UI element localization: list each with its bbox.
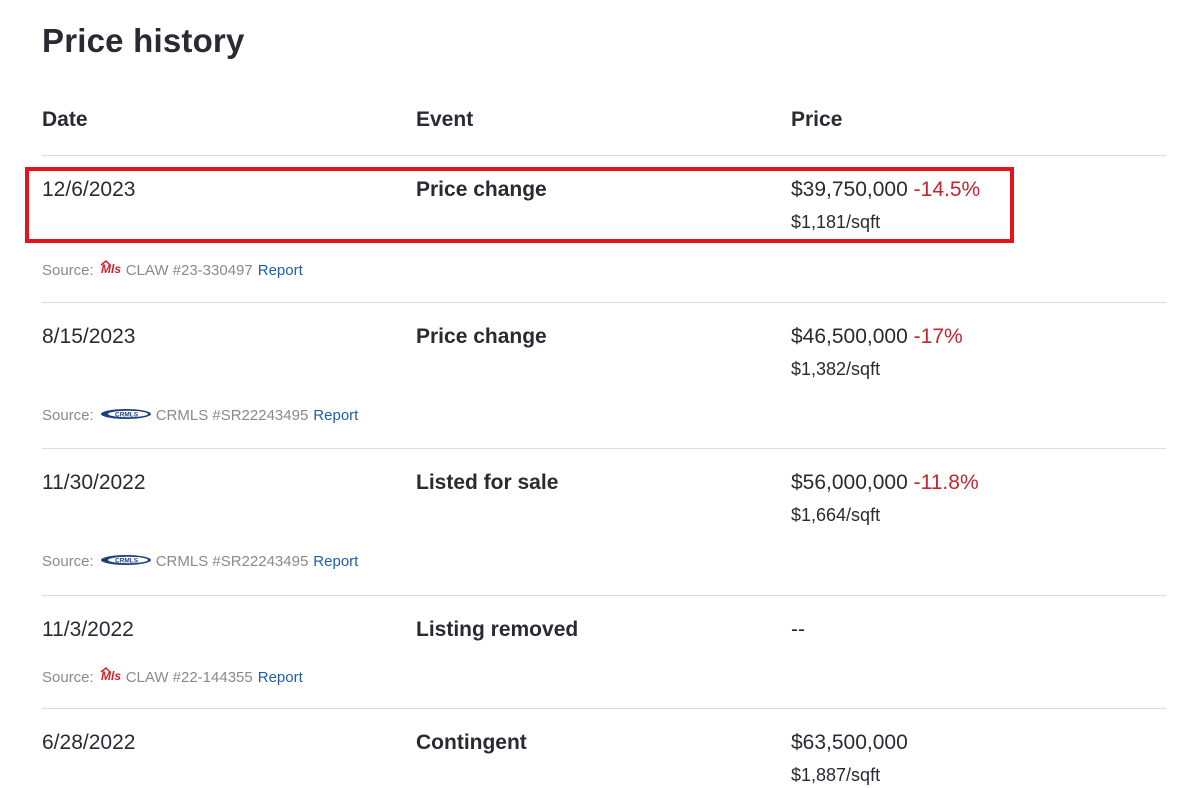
row-price: -- — [791, 618, 805, 642]
row-price: $46,500,000 -17% — [791, 325, 963, 349]
svg-text:CRMLS: CRMLS — [115, 558, 139, 565]
price-per-sqft: $1,887/sqft — [791, 765, 881, 785]
price-per-sqft: $1,181/sqft — [791, 212, 881, 232]
price-per-sqft: $1,664/sqft — [791, 505, 881, 525]
report-link[interactable]: Report — [313, 553, 359, 570]
report-link[interactable]: Report — [257, 668, 303, 686]
source-line: Source: Mls CLAW #23-330497 Report — [42, 259, 303, 280]
history-row: 11/3/2022 Listing removed -- Source: Mls… — [42, 596, 1166, 709]
source-line: Source: CRMLS CRMLS #SR22243495 Report — [42, 553, 358, 570]
price-value: $39,750,000 — [791, 178, 908, 201]
source-text: CLAW #22-144355 — [125, 668, 253, 686]
source-label: Source: — [42, 668, 94, 686]
price-value: $56,000,000 — [791, 471, 908, 494]
row-event: Listing removed — [416, 618, 579, 641]
event-column-header: Event — [416, 108, 474, 131]
history-row: 11/30/2022 Listed for sale $56,000,000 -… — [42, 449, 1166, 596]
section-title: Price history — [42, 22, 245, 59]
svg-text:CRMLS: CRMLS — [115, 412, 139, 419]
source-line: Source: Mls CLAW #22-144355 Report — [42, 666, 303, 687]
row-price: $56,000,000 -11.8% — [791, 471, 979, 495]
row-event: Price change — [416, 178, 547, 201]
price-value: -- — [791, 618, 805, 641]
row-event: Listed for sale — [416, 471, 559, 494]
crmls-icon: CRMLS — [100, 407, 152, 424]
price-per-sqft: $1,382/sqft — [791, 359, 881, 379]
row-price: $63,500,000 — [791, 731, 908, 755]
mls-icon: Mls — [99, 259, 122, 280]
row-date: 11/3/2022 — [42, 618, 134, 641]
mls-icon: Mls — [99, 666, 122, 687]
history-row: 8/15/2023 Price change $46,500,000 -17% … — [42, 303, 1166, 449]
price-value: $63,500,000 — [791, 731, 908, 754]
row-date: 11/30/2022 — [42, 471, 146, 494]
crmls-icon: CRMLS — [100, 553, 152, 570]
source-text: CRMLS #SR22243495 — [155, 553, 309, 570]
row-event: Price change — [416, 325, 547, 348]
row-date: 12/6/2023 — [42, 178, 136, 201]
source-text: CRMLS #SR22243495 — [155, 407, 309, 424]
row-price: $39,750,000 -14.5% — [791, 178, 980, 202]
report-link[interactable]: Report — [257, 261, 303, 279]
price-change-percent: -17% — [913, 325, 963, 348]
source-text: CLAW #23-330497 — [125, 261, 253, 279]
table-header: Date Event Price — [42, 108, 1166, 156]
source-line: Source: CRMLS CRMLS #SR22243495 Report — [42, 407, 358, 424]
history-row: 12/6/2023 Price change $39,750,000 -14.5… — [42, 156, 1166, 303]
row-date: 8/15/2023 — [42, 325, 136, 348]
date-column-header: Date — [42, 108, 88, 131]
price-value: $46,500,000 — [791, 325, 908, 348]
row-date: 6/28/2022 — [42, 731, 136, 754]
price-change-percent: -14.5% — [913, 178, 981, 201]
history-row: 6/28/2022 Contingent $63,500,000 $1,887/… — [42, 709, 1166, 788]
svg-text:Mls: Mls — [101, 262, 121, 276]
source-label: Source: — [42, 261, 94, 279]
report-link[interactable]: Report — [313, 407, 359, 424]
source-label: Source: — [42, 553, 94, 570]
svg-text:Mls: Mls — [101, 669, 121, 683]
price-change-percent: -11.8% — [913, 471, 979, 494]
source-label: Source: — [42, 407, 94, 424]
row-event: Contingent — [416, 731, 527, 754]
price-column-header: Price — [791, 108, 843, 131]
